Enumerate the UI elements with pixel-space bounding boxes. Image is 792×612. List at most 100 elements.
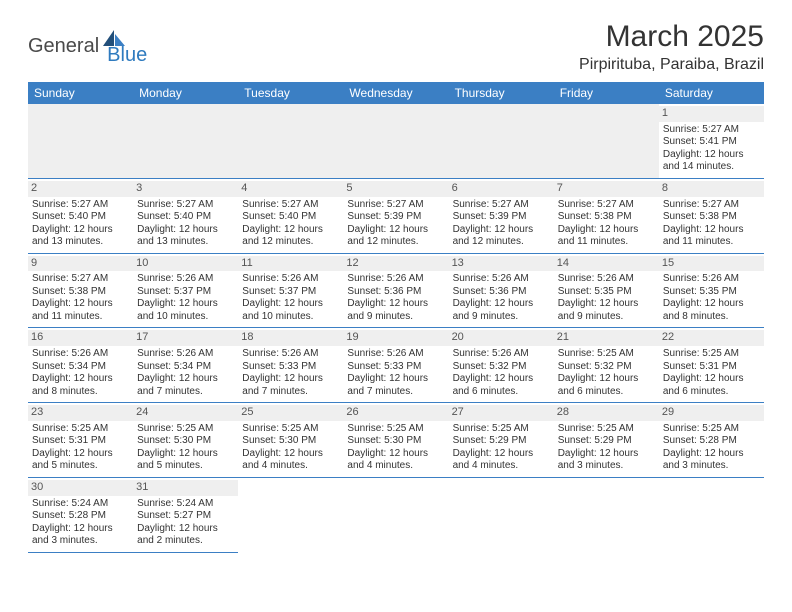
calendar-page: General Blue March 2025 Pirpirituba, Par… (0, 0, 792, 573)
sunrise-text: Sunrise: 5:24 AM (137, 498, 234, 511)
day-number: 10 (133, 256, 238, 272)
sunrise-text: Sunrise: 5:27 AM (32, 199, 129, 212)
sunset-text: Sunset: 5:30 PM (242, 435, 339, 448)
day-number: 16 (28, 330, 133, 346)
daylight-text: Daylight: 12 hours and 10 minutes. (137, 298, 234, 323)
day-cell: 17Sunrise: 5:26 AMSunset: 5:34 PMDayligh… (133, 328, 238, 403)
sunrise-text: Sunrise: 5:26 AM (32, 348, 129, 361)
sunrise-text: Sunrise: 5:27 AM (453, 199, 550, 212)
daylight-text: Daylight: 12 hours and 11 minutes. (558, 224, 655, 249)
day-cell: 29 Sunrise: 5:25 AMSunset: 5:28 PMDayligh… (659, 403, 764, 478)
logo-text-blue: Blue (107, 44, 147, 67)
sunrise-text: Sunrise: 5:27 AM (137, 199, 234, 212)
daylight-text: Daylight: 12 hours and 4 minutes. (242, 448, 339, 473)
sunset-text: Sunset: 5:39 PM (453, 211, 550, 224)
day-number: 13 (449, 256, 554, 272)
day-number: 26 (343, 405, 448, 421)
sunrise-text: Sunrise: 5:25 AM (558, 348, 655, 361)
daylight-text: Daylight: 12 hours and 13 minutes. (137, 224, 234, 249)
location-subtitle: Pirpirituba, Paraiba, Brazil (579, 56, 764, 74)
day-number: 14 (554, 256, 659, 272)
sunrise-text: Sunrise: 5:27 AM (663, 199, 760, 212)
daylight-text: Daylight: 12 hours and 14 minutes. (663, 149, 760, 174)
day-cell: 22Sunrise: 5:25 AMSunset: 5:31 PMDayligh… (659, 328, 764, 403)
sunset-text: Sunset: 5:36 PM (453, 286, 550, 299)
daylight-text: Daylight: 12 hours and 5 minutes. (32, 448, 129, 473)
sunrise-text: Sunrise: 5:25 AM (242, 423, 339, 436)
sunset-text: Sunset: 5:40 PM (242, 211, 339, 224)
day-number: 12 (343, 256, 448, 272)
day-number: 19 (343, 330, 448, 346)
day-number: 7 (554, 181, 659, 197)
day-number: 3 (133, 181, 238, 197)
sunset-text: Sunset: 5:40 PM (137, 211, 234, 224)
day-cell: 19Sunrise: 5:26 AMSunset: 5:33 PMDayligh… (343, 328, 448, 403)
day-number: 5 (343, 181, 448, 197)
day-number: 23 (28, 405, 133, 421)
sunset-text: Sunset: 5:32 PM (453, 361, 550, 374)
day-cell: 7Sunrise: 5:27 AMSunset: 5:38 PMDaylight… (554, 178, 659, 253)
day-number: 29 (659, 405, 764, 421)
weekday-header-row: Sunday Monday Tuesday Wednesday Thursday… (28, 82, 764, 104)
day-cell: 25Sunrise: 5:25 AMSunset: 5:30 PMDayligh… (238, 403, 343, 478)
day-cell: 16 Sunrise: 5:26 AMSunset: 5:34 PMDayligh… (28, 328, 133, 403)
sunset-text: Sunset: 5:28 PM (663, 435, 760, 448)
day-number: 17 (133, 330, 238, 346)
daylight-text: Daylight: 12 hours and 8 minutes. (32, 373, 129, 398)
day-cell: 28Sunrise: 5:25 AMSunset: 5:29 PMDayligh… (554, 403, 659, 478)
day-cell: 26 Sunrise: 5:25 AMSunset: 5:30 PMDayligh… (343, 403, 448, 478)
day-cell: 21Sunrise: 5:25 AMSunset: 5:32 PMDayligh… (554, 328, 659, 403)
sunset-text: Sunset: 5:27 PM (137, 510, 234, 523)
sunset-text: Sunset: 5:33 PM (242, 361, 339, 374)
sunset-text: Sunset: 5:33 PM (347, 361, 444, 374)
weekday-header: Friday (554, 82, 659, 104)
daylight-text: Daylight: 12 hours and 7 minutes. (137, 373, 234, 398)
sunset-text: Sunset: 5:30 PM (137, 435, 234, 448)
sunrise-text: Sunrise: 5:25 AM (347, 423, 444, 436)
empty-cell (554, 477, 659, 552)
daylight-text: Daylight: 12 hours and 10 minutes. (242, 298, 339, 323)
sunset-text: Sunset: 5:28 PM (32, 510, 129, 523)
daylight-text: Daylight: 12 hours and 3 minutes. (663, 448, 760, 473)
logo-text-general: General (28, 35, 99, 58)
day-cell: 11Sunrise: 5:26 AMSunset: 5:37 PMDayligh… (238, 253, 343, 328)
empty-cell (449, 104, 554, 178)
daylight-text: Daylight: 12 hours and 12 minutes. (242, 224, 339, 249)
day-cell: 5Sunrise: 5:27 AMSunset: 5:39 PMDaylight… (343, 178, 448, 253)
day-number: 30 (28, 480, 133, 496)
weekday-header: Tuesday (238, 82, 343, 104)
day-number: 28 (554, 405, 659, 421)
day-number: 22 (659, 330, 764, 346)
sunset-text: Sunset: 5:38 PM (32, 286, 129, 299)
sunset-text: Sunset: 5:36 PM (347, 286, 444, 299)
sunset-text: Sunset: 5:34 PM (32, 361, 129, 374)
daylight-text: Daylight: 12 hours and 12 minutes. (347, 224, 444, 249)
sunrise-text: Sunrise: 5:26 AM (347, 273, 444, 286)
day-cell: 30Sunrise: 5:24 AMSunset: 5:28 PMDayligh… (28, 477, 133, 552)
daylight-text: Daylight: 12 hours and 7 minutes. (347, 373, 444, 398)
day-cell: 4Sunrise: 5:27 AMSunset: 5:40 PMDaylight… (238, 178, 343, 253)
day-number: 8 (659, 181, 764, 197)
sunset-text: Sunset: 5:30 PM (347, 435, 444, 448)
sunset-text: Sunset: 5:31 PM (663, 361, 760, 374)
weekday-header: Monday (133, 82, 238, 104)
sunrise-text: Sunrise: 5:26 AM (663, 273, 760, 286)
day-cell: 31Sunrise: 5:24 AMSunset: 5:27 PMDayligh… (133, 477, 238, 552)
day-number: 2 (28, 181, 133, 197)
daylight-text: Daylight: 12 hours and 2 minutes. (137, 523, 234, 548)
daylight-text: Daylight: 12 hours and 3 minutes. (32, 523, 129, 548)
day-cell: 12Sunrise: 5:26 AMSunset: 5:36 PMDayligh… (343, 253, 448, 328)
sunset-text: Sunset: 5:37 PM (137, 286, 234, 299)
daylight-text: Daylight: 12 hours and 6 minutes. (558, 373, 655, 398)
day-cell: 6Sunrise: 5:27 AMSunset: 5:39 PMDaylight… (449, 178, 554, 253)
logo: General Blue (28, 26, 147, 67)
daylight-text: Daylight: 12 hours and 4 minutes. (347, 448, 444, 473)
sunrise-text: Sunrise: 5:26 AM (242, 348, 339, 361)
weekday-header: Sunday (28, 82, 133, 104)
sunrise-text: Sunrise: 5:26 AM (137, 273, 234, 286)
sunrise-text: Sunrise: 5:25 AM (558, 423, 655, 436)
day-cell: 10Sunrise: 5:26 AMSunset: 5:37 PMDayligh… (133, 253, 238, 328)
sunset-text: Sunset: 5:35 PM (663, 286, 760, 299)
sunset-text: Sunset: 5:29 PM (558, 435, 655, 448)
sunrise-text: Sunrise: 5:25 AM (663, 423, 760, 436)
